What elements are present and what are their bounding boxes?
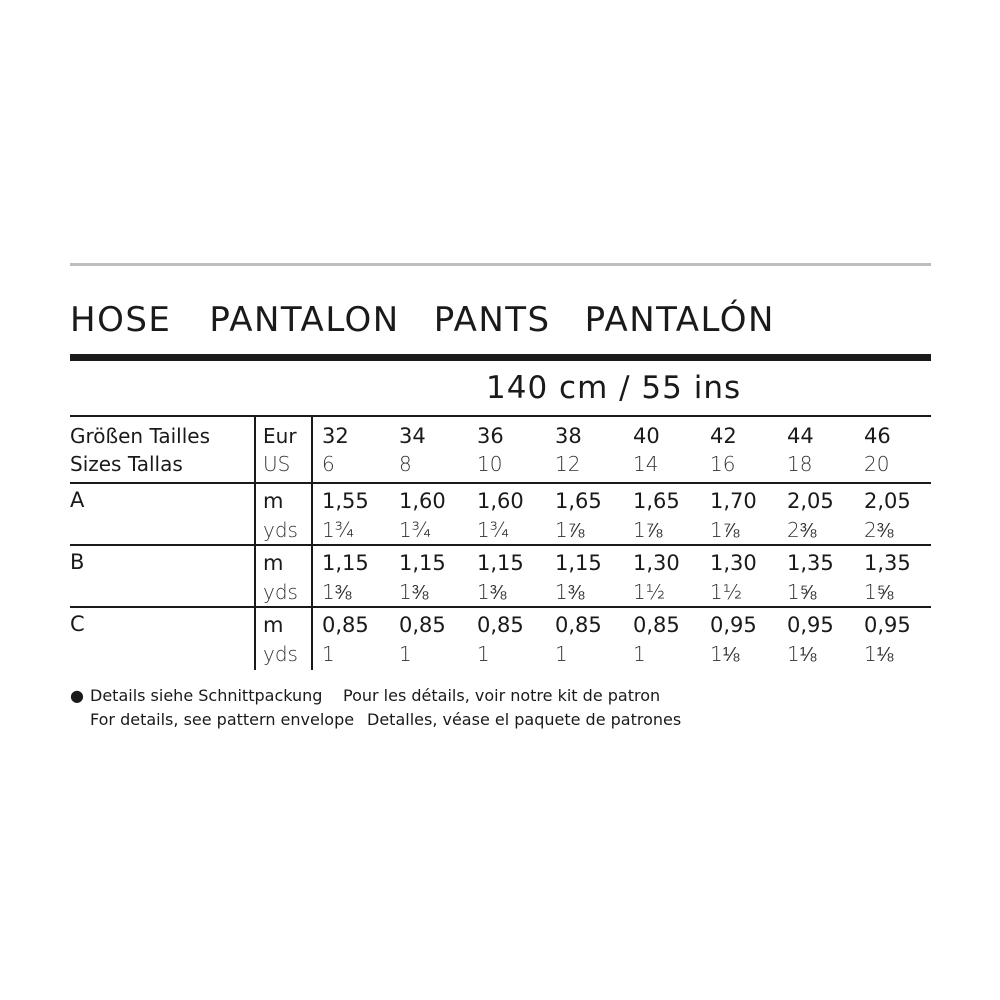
yards-value: 1⅝ — [864, 580, 894, 604]
yards-value: 1⅛ — [864, 642, 894, 666]
yards-value: 1 — [555, 642, 568, 666]
note-es: Detalles, véase el paquete de patrones — [367, 710, 682, 729]
yards-value: 1⅜ — [322, 580, 352, 604]
row-rule — [70, 544, 931, 546]
yards-value: 1⅛ — [787, 642, 817, 666]
us-size: 16 — [710, 452, 736, 476]
us-size: 10 — [477, 452, 503, 476]
yards-value: 1⅜ — [477, 580, 507, 604]
us-size: 6 — [322, 452, 335, 476]
meters-value: 2,05 — [787, 489, 834, 513]
eur-size: 40 — [633, 424, 660, 448]
view-label: A — [70, 488, 85, 512]
header-unit-eur: Eur — [263, 424, 297, 448]
eur-size: 34 — [399, 424, 426, 448]
top-divider — [70, 263, 931, 266]
eur-size: 42 — [710, 424, 737, 448]
unit-meters: m — [263, 551, 284, 575]
title: HOSE PANTALON PANTS PANTALÓN — [70, 300, 775, 340]
yards-value: 1¾ — [322, 518, 355, 542]
eur-size: 46 — [864, 424, 891, 448]
meters-value: 1,30 — [633, 551, 680, 575]
us-size: 8 — [399, 452, 412, 476]
yards-value: 1⅜ — [399, 580, 429, 604]
note-de: Details siehe Schnittpackung — [90, 686, 323, 705]
table-top-rule — [70, 415, 931, 417]
yards-value: 1⅜ — [555, 580, 585, 604]
us-size: 20 — [864, 452, 890, 476]
eur-size: 38 — [555, 424, 582, 448]
unit-yards: yds — [263, 518, 298, 542]
yards-value: 1 — [477, 642, 490, 666]
note-en: For details, see pattern envelope — [90, 710, 355, 729]
title-fr: PANTALON — [209, 300, 400, 340]
unit-yards: yds — [263, 580, 298, 604]
yards-value: 1⅛ — [710, 642, 740, 666]
header-label-en-es: Sizes Tallas — [70, 452, 183, 476]
view-label: B — [70, 550, 85, 574]
yards-value: 1½ — [633, 580, 666, 604]
meters-value: 0,85 — [555, 613, 602, 637]
row-rule — [70, 482, 931, 484]
unit-yards: yds — [263, 642, 298, 666]
meters-value: 1,15 — [477, 551, 524, 575]
meters-value: 1,60 — [477, 489, 524, 513]
yards-value: 1⅞ — [633, 518, 663, 542]
eur-size: 44 — [787, 424, 814, 448]
column-divider-unit — [311, 417, 313, 670]
meters-value: 0,85 — [322, 613, 369, 637]
meters-value: 1,15 — [399, 551, 446, 575]
us-size: 18 — [787, 452, 813, 476]
yards-value: 1⅞ — [710, 518, 740, 542]
note-fr: Pour les détails, voir notre kit de patr… — [343, 686, 661, 705]
fabric-width: 140 cm / 55 ins — [486, 370, 742, 406]
yards-value: 1¾ — [477, 518, 510, 542]
meters-value: 1,65 — [633, 489, 680, 513]
meters-value: 1,30 — [710, 551, 757, 575]
meters-value: 2,05 — [864, 489, 911, 513]
yards-value: 2⅜ — [787, 518, 817, 542]
note-bullet-icon: ● — [70, 686, 84, 705]
us-size: 14 — [633, 452, 659, 476]
unit-meters: m — [263, 613, 284, 637]
meters-value: 0,85 — [633, 613, 680, 637]
title-es: PANTALÓN — [584, 300, 775, 340]
yards-value: 2⅜ — [864, 518, 894, 542]
meters-value: 0,95 — [864, 613, 911, 637]
meters-value: 0,85 — [399, 613, 446, 637]
header-unit-us: US — [263, 452, 291, 476]
meters-value: 1,70 — [710, 489, 757, 513]
meters-value: 1,35 — [864, 551, 911, 575]
header-label-de-fr: Größen Tailles — [70, 424, 211, 448]
unit-meters: m — [263, 489, 284, 513]
yards-value: 1 — [633, 642, 646, 666]
column-divider-label — [254, 417, 256, 670]
yards-value: 1 — [322, 642, 335, 666]
us-size: 12 — [555, 452, 581, 476]
yards-value: 1¾ — [399, 518, 432, 542]
meters-value: 1,15 — [555, 551, 602, 575]
meters-value: 1,35 — [787, 551, 834, 575]
title-rule — [70, 354, 931, 361]
row-rule — [70, 606, 931, 608]
yards-value: 1 — [399, 642, 412, 666]
meters-value: 1,65 — [555, 489, 602, 513]
yards-value: 1⅞ — [555, 518, 585, 542]
meters-value: 0,95 — [787, 613, 834, 637]
view-label: C — [70, 612, 85, 636]
eur-size: 36 — [477, 424, 504, 448]
meters-value: 1,55 — [322, 489, 369, 513]
meters-value: 0,85 — [477, 613, 524, 637]
yards-value: 1½ — [710, 580, 743, 604]
meters-value: 1,15 — [322, 551, 369, 575]
title-en: PANTS — [433, 300, 551, 340]
eur-size: 32 — [322, 424, 349, 448]
yards-value: 1⅝ — [787, 580, 817, 604]
meters-value: 1,60 — [399, 489, 446, 513]
title-de: HOSE — [70, 300, 172, 340]
meters-value: 0,95 — [710, 613, 757, 637]
